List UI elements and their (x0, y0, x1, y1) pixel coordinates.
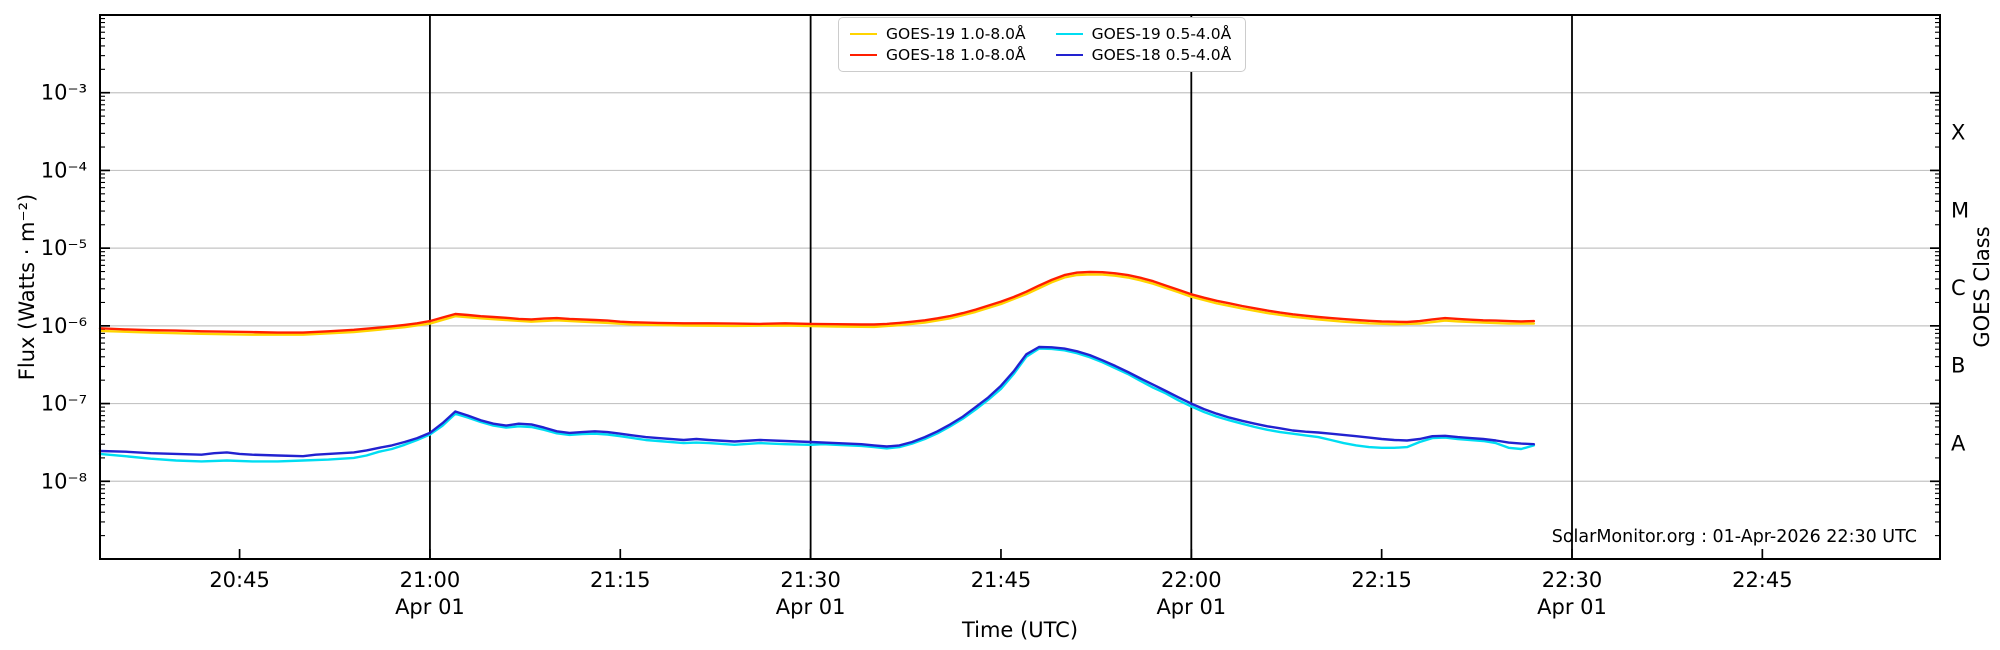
legend-line-swatch (1055, 54, 1083, 56)
legend-line-swatch (850, 33, 877, 35)
source-timestamp-annotation: SolarMonitor.org : 01-Apr-2026 22:30 UTC (1551, 527, 1917, 547)
y-tick-label: 10⁻⁶ (41, 314, 87, 338)
legend-label: GOES-18 1.0-8.0Å (886, 46, 1026, 64)
legend-line-swatch (850, 54, 877, 56)
y-tick-label: 10⁻³ (41, 81, 87, 105)
y-tick-label: 10⁻⁷ (41, 392, 87, 416)
x-tick-date-label: Apr 01 (1537, 595, 1607, 619)
goes-class-label: C (1951, 276, 1966, 300)
y-tick-label: 10⁻⁴ (41, 158, 87, 182)
legend-item-goes19-long: GOES-19 1.0-8.0Å (850, 25, 1026, 43)
goes-class-label: B (1951, 354, 1965, 378)
x-tick-label: 22:00 (1161, 568, 1222, 592)
x-tick-label: 21:15 (590, 568, 651, 592)
x-tick-date-label: Apr 01 (776, 595, 846, 619)
y-tick-label: 10⁻⁵ (41, 236, 87, 260)
legend-line-swatch (1055, 33, 1083, 35)
x-tick-label: 22:45 (1732, 568, 1793, 592)
y-axis-label: Flux (Watts · m⁻²) (15, 193, 39, 381)
series-goes19-short (98, 347, 1536, 463)
series-goes18-long (98, 270, 1536, 334)
legend-item-goes18-short: GOES-18 0.5-4.0Å (1055, 46, 1232, 64)
x-tick-label: 20:45 (209, 568, 270, 592)
goes-class-label: X (1951, 121, 1965, 145)
goes-class-label: M (1951, 198, 1969, 222)
goes-class-label: A (1951, 431, 1966, 455)
y-tick-label: 10⁻⁸ (41, 469, 87, 493)
x-tick-label: 21:30 (780, 568, 841, 592)
x-axis-label: Time (UTC) (961, 618, 1079, 642)
series-goes18-short (98, 345, 1536, 458)
x-tick-label: 22:30 (1542, 568, 1603, 592)
legend: GOES-19 1.0-8.0Å GOES-19 0.5-4.0Å GOES-18 … (838, 17, 1247, 72)
legend-item-goes19-short: GOES-19 0.5-4.0Å (1055, 25, 1232, 43)
x-tick-date-label: Apr 01 (395, 595, 465, 619)
plot-border (99, 14, 1941, 560)
x-tick-label: 21:00 (400, 568, 461, 592)
x-tick-label: 21:45 (971, 568, 1032, 592)
x-tick-date-label: Apr 01 (1156, 595, 1226, 619)
legend-label: GOES-19 0.5-4.0Å (1091, 25, 1232, 43)
legend-label: GOES-19 1.0-8.0Å (886, 25, 1026, 43)
legend-item-goes18-long: GOES-18 1.0-8.0Å (850, 46, 1026, 64)
legend-label: GOES-18 0.5-4.0Å (1091, 46, 1232, 64)
series-goes19-long (98, 273, 1536, 336)
right-axis-label: GOES Class (1970, 226, 1994, 348)
x-tick-label: 22:15 (1351, 568, 1412, 592)
